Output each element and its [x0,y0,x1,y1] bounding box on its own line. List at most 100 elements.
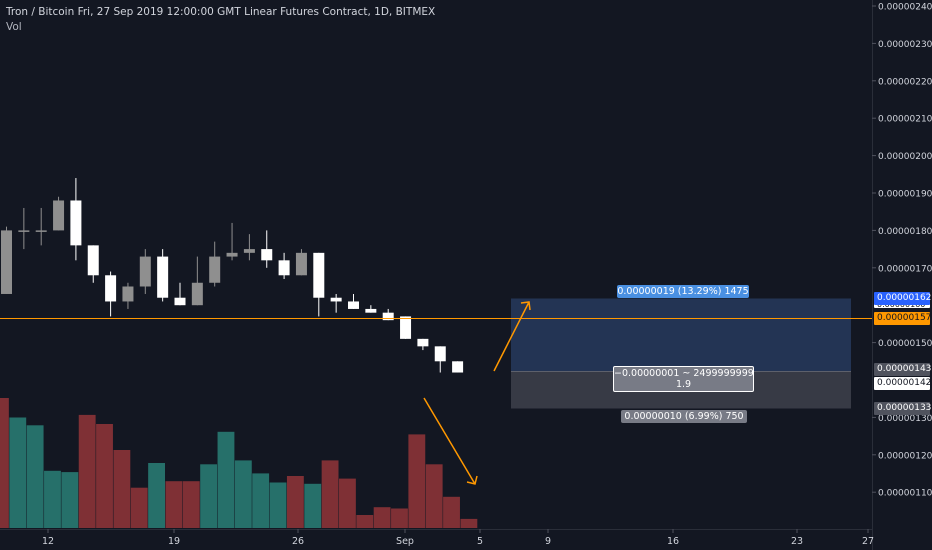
volume-bar [200,464,218,528]
candle-body [157,256,169,298]
candle-body [122,286,134,302]
time-tick-label: 16 [667,536,679,547]
volume-bar [113,450,131,528]
candle [278,252,290,280]
risk-reward-label: −0.00000001 ~ 2499999999 1.9 [613,366,754,392]
target-price-tag: 0.00000162 [874,292,931,305]
candle-body [348,301,359,309]
price-tick-label: 0.00000190 [878,190,932,200]
candle-body [139,256,151,287]
entry-white-price-tag: 0.00000142 [874,377,931,390]
price-tick-label: 0.00000150 [878,339,932,349]
candle-body [87,245,99,276]
volume-label: Vol [6,21,22,33]
candle-body [70,200,82,246]
candle [313,252,325,317]
candle [365,305,377,313]
candle-body [174,297,186,306]
time-tick-label: 12 [42,536,54,547]
candle-body [452,361,464,373]
volume-bar [252,473,270,528]
candle [348,293,359,309]
volume-bar [148,463,165,528]
volume-bar [96,424,113,528]
symbol-title: Tron / Bitcoin Fri, 27 Sep 2019 12:00:00… [6,6,436,18]
candle [1,226,12,294]
stop-price-tag: 0.00000133 [874,402,931,415]
time-tick-label: 19 [168,536,180,547]
candle [174,282,186,306]
long-position-tool[interactable] [511,298,851,409]
candle [434,346,446,373]
time-tick-label: 5 [477,536,483,547]
candle-body [400,316,412,339]
candle [139,249,151,294]
stop-stats-label: 0.00000010 (6.99%) 750 [621,410,747,423]
candle [53,196,65,231]
candle-body [365,308,377,313]
volume-bar [321,460,339,528]
candle [400,316,412,339]
candle-body [313,252,325,298]
target-zone[interactable] [511,298,851,372]
volume-bar [61,472,79,528]
risk-reward-line1: −0.00000001 ~ 2499999999 [614,368,754,379]
price-tick-label: 0.00000180 [878,227,932,237]
candle-body [1,230,12,294]
volume-bar [460,518,478,528]
candle-body [417,338,429,347]
volume-bars [0,398,478,528]
risk-reward-line2: 1.9 [675,379,692,390]
volume-bar [26,425,44,528]
candles [1,178,464,373]
down-arrow-drawing[interactable] [423,397,478,485]
price-tick-label: 0.00000170 [878,264,932,274]
entry-price-tag: 0.00000143 [874,363,931,376]
price-tick-label: 0.00000210 [878,115,932,125]
candle [87,245,99,283]
candle [261,230,273,268]
price-axis[interactable]: 0.00000240 0.00000230 0.00000220 0.00000210… [872,3,932,499]
volume-bar [78,414,96,528]
candle-body [243,249,255,253]
candle [157,249,169,302]
volume-bar [44,470,61,528]
candle-body [105,275,117,302]
volume-bar [425,464,443,528]
volume-bar [217,431,235,528]
volume-bar [234,460,252,528]
up-arrow-drawing[interactable] [493,301,531,372]
price-tick-label: 0.00000240 [878,3,932,13]
candle-body [434,346,446,362]
time-axis[interactable]: 12 19 26 Sep 5 9 16 23 27 [42,529,874,547]
candle-body [226,252,238,257]
candle [295,249,307,276]
candle [226,222,238,261]
volume-bar [304,483,322,528]
volume-bar [0,398,9,528]
volume-bar [286,476,304,528]
candle [191,256,203,306]
price-tick-label: 0.00000200 [878,152,932,162]
chart-legend: Tron / Bitcoin Fri, 27 Sep 2019 12:00:00… [6,5,435,35]
volume-bar [130,487,148,528]
volume-bar [9,417,27,528]
target-stats-label: 0.00000019 (13.29%) 1475 [617,285,749,298]
volume-bar [373,507,391,528]
candle [70,178,82,261]
candle [18,207,30,250]
price-tick-label: 0.00000130 [878,414,932,424]
time-tick-label: 27 [862,536,874,547]
volume-bar [356,515,374,528]
candle [209,241,221,287]
time-tick-label: 26 [292,536,304,547]
candle-body [261,249,273,261]
time-tick-label: Sep [396,536,414,547]
candle-body [278,260,290,276]
volume-bar [443,496,460,528]
current-price-tag: 0.00000157 [874,312,931,325]
volume-bar [165,481,183,528]
candle-body [18,230,30,232]
